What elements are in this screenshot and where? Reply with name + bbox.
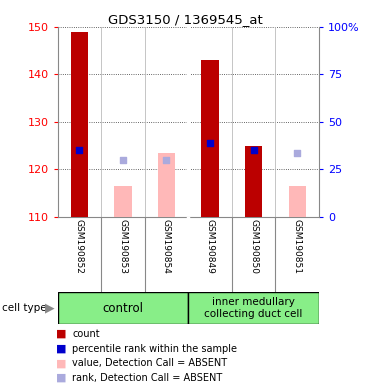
Bar [158, 153, 175, 217]
Point [76, 147, 82, 154]
Text: GSM190852: GSM190852 [75, 219, 84, 274]
Text: ■: ■ [56, 344, 66, 354]
Bar [201, 60, 219, 217]
Point [251, 147, 257, 154]
Text: GSM190849: GSM190849 [206, 219, 214, 274]
Text: GSM190851: GSM190851 [293, 219, 302, 274]
Bar [70, 31, 88, 217]
Text: control: control [102, 302, 144, 314]
Text: percentile rank within the sample: percentile rank within the sample [72, 344, 237, 354]
Point [120, 157, 126, 163]
Bar [289, 186, 306, 217]
Bar [114, 186, 132, 217]
Text: inner medullary
collecting duct cell: inner medullary collecting duct cell [204, 297, 303, 319]
Text: ■: ■ [56, 373, 66, 383]
Text: rank, Detection Call = ABSENT: rank, Detection Call = ABSENT [72, 373, 223, 383]
Text: GSM190850: GSM190850 [249, 219, 258, 274]
Point [164, 157, 170, 163]
Text: ▶: ▶ [45, 302, 55, 314]
Text: ■: ■ [56, 358, 66, 368]
Point [294, 150, 300, 156]
Text: GSM190853: GSM190853 [118, 219, 127, 274]
Text: cell type: cell type [2, 303, 46, 313]
Text: ■: ■ [56, 329, 66, 339]
Text: value, Detection Call = ABSENT: value, Detection Call = ABSENT [72, 358, 227, 368]
Text: GDS3150 / 1369545_at: GDS3150 / 1369545_at [108, 13, 263, 26]
Bar [188, 292, 319, 324]
Bar [245, 146, 262, 217]
Bar [58, 292, 188, 324]
Point [207, 140, 213, 146]
Text: GSM190854: GSM190854 [162, 219, 171, 274]
Text: count: count [72, 329, 100, 339]
